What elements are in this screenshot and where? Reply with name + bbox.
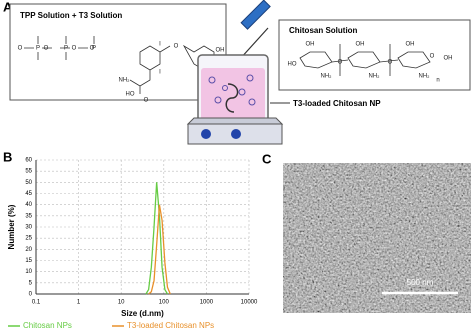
y-tick-label: 0 (29, 292, 33, 298)
box-title: TPP Solution + T3 Solution (20, 11, 122, 20)
y-tick-label: 45 (25, 191, 32, 197)
panel-letter: C (262, 151, 272, 166)
series-line (148, 204, 171, 295)
y-tick-label: 35 (25, 213, 32, 219)
atom-label: HO (126, 92, 135, 98)
atom-label: NH₂ (369, 74, 381, 80)
y-tick-label: 40 (25, 202, 32, 208)
atom-label: I (159, 70, 161, 76)
y-tick-label: 30 (25, 225, 32, 231)
y-tick-label: 25 (25, 236, 32, 242)
atom-label: O (144, 98, 149, 104)
reactant-box (9, 3, 227, 101)
panel-letter: B (3, 149, 12, 164)
atom-label: I (159, 42, 161, 48)
atom-label: O (174, 44, 179, 50)
x-axis-label: Size (d.nm) (121, 309, 164, 318)
tpp-structure (24, 36, 95, 60)
atom-label: O (338, 60, 343, 66)
beaker-setup (186, 0, 290, 145)
atom-label: O (44, 46, 49, 52)
atom-label: O (430, 54, 435, 60)
atom-label: O (72, 46, 77, 52)
scale-bar-label: 500 nm (407, 278, 434, 287)
atom-label: OH (306, 42, 315, 48)
atom-label: n (436, 78, 439, 84)
series-line (145, 182, 169, 295)
atom-label: NH₂ (419, 74, 431, 80)
y-tick-label: 10 (25, 269, 32, 275)
box-title: Chitosan Solution (289, 26, 358, 35)
sem-image (283, 163, 471, 313)
atom-label: P (36, 46, 40, 52)
atom-label: O (388, 60, 393, 66)
x-tick-label: 1 (77, 300, 81, 306)
x-tick-label: 100 (159, 300, 170, 306)
product-label: T3-loaded Chitosan NP (293, 99, 381, 108)
y-axis-label: Number (%) (7, 204, 16, 249)
y-tick-label: 20 (25, 247, 32, 253)
atom-label: OH (406, 42, 415, 48)
size-distribution-chart: 0 5 10 15 20 25 30 35 40 45 50 55 60 0.1 1 10 100 1000 100… (7, 158, 258, 331)
y-tick-label: 15 (25, 258, 32, 264)
panel-letter: A (3, 0, 13, 14)
y-tick-label: 5 (29, 280, 33, 286)
atom-label: OH (356, 42, 365, 48)
y-tick-label: 60 (25, 158, 32, 164)
x-tick-label: 0.1 (32, 300, 41, 306)
atom-label: O (18, 46, 23, 52)
atom-label: P (64, 46, 68, 52)
atom-label: NH₂ (119, 78, 131, 84)
x-tick-label: 1000 (200, 300, 214, 306)
atom-label: P (92, 46, 96, 52)
chitosan-structure (299, 44, 431, 76)
chitosan-box (278, 19, 471, 91)
atom-label: OH (444, 56, 453, 62)
y-tick-label: 55 (25, 169, 32, 175)
atom-label: OH (216, 48, 225, 54)
atom-label: HO (288, 62, 297, 68)
y-tick-label: 50 (25, 180, 32, 186)
atom-label: O (90, 46, 95, 52)
x-tick-label: 10000 (241, 300, 258, 306)
legend-label: T3-loaded Chitosan NPs (127, 321, 214, 330)
x-tick-label: 10 (118, 300, 125, 306)
legend-label: Chitosan NPs (23, 321, 72, 330)
atom-label: NH₂ (321, 74, 333, 80)
